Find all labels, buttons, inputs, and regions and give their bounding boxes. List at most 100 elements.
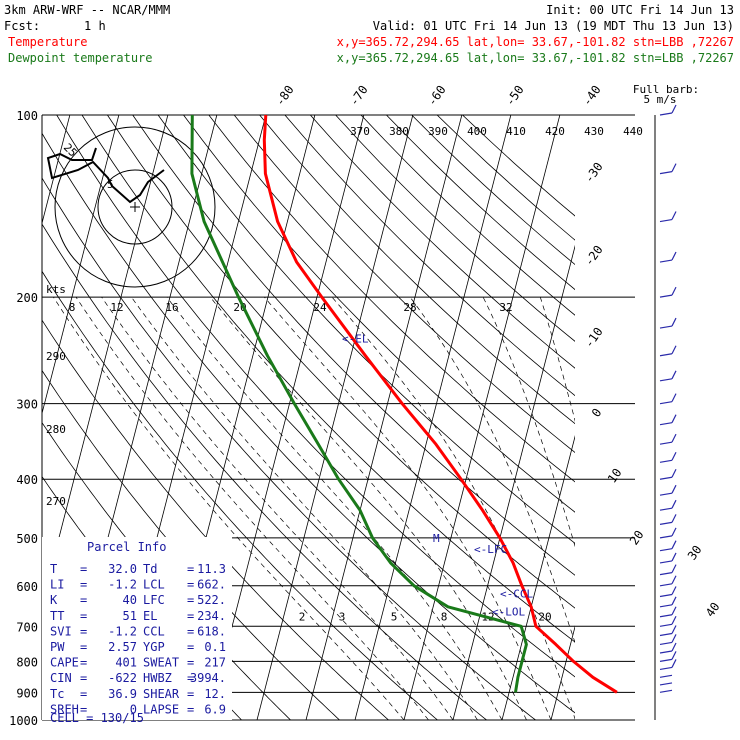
parcel-value: 662. bbox=[197, 578, 226, 592]
parcel-value: 40 bbox=[123, 593, 137, 607]
parcel-value: 11.3 bbox=[197, 562, 226, 576]
barb-title-1: Full barb: bbox=[633, 83, 699, 96]
hodograph-ring bbox=[54, 126, 216, 288]
hodograph-speed-label: 32 bbox=[499, 301, 512, 314]
parcel-equals: = bbox=[80, 671, 87, 685]
isobar-label: 700 bbox=[16, 620, 38, 634]
moist-adiabat bbox=[409, 296, 575, 644]
legend-temperature-location: x,y=365.72,294.65 lat,lon= 33.67,-101.82… bbox=[337, 35, 734, 49]
isotherm-label: 10 bbox=[605, 466, 625, 486]
wind-barb bbox=[659, 433, 677, 445]
wind-barb bbox=[659, 682, 673, 686]
mixing-ratio-label: 3 bbox=[339, 610, 346, 623]
isotherm-label: -70 bbox=[347, 83, 371, 109]
temperature-profile bbox=[262, 114, 618, 694]
parcel-equals: = bbox=[80, 656, 87, 670]
hodograph-speed-label: 8 bbox=[69, 301, 76, 314]
level-marker-label: <-EL bbox=[342, 332, 369, 345]
model-title: 3km ARW-WRF -- NCAR/MMM bbox=[4, 3, 170, 17]
wind-barb bbox=[659, 468, 677, 480]
wind-barb bbox=[659, 251, 677, 263]
level-markers: <-EL <-LFC <-CCL <-LOL M bbox=[342, 332, 533, 618]
isotherm-label: 0 bbox=[589, 406, 605, 420]
wind-barb bbox=[659, 575, 677, 587]
hodograph-ring-label: 5 bbox=[107, 178, 114, 191]
theta-label: 420 bbox=[545, 125, 565, 138]
isobar-label: 400 bbox=[16, 473, 38, 487]
dry-adiabat bbox=[284, 115, 575, 397]
dry-adiabat bbox=[360, 115, 575, 316]
parcel-label: Tc bbox=[50, 687, 64, 701]
marker-m: M bbox=[433, 532, 440, 545]
forecast-hour: 1 h bbox=[84, 19, 106, 33]
theta-label: 380 bbox=[389, 125, 409, 138]
legend-dewpoint-location: x,y=365.72,294.65 lat,lon= 33.67,-101.82… bbox=[337, 51, 734, 65]
isotherm-label: 40 bbox=[703, 600, 723, 620]
forecast-label: Fcst: bbox=[4, 19, 40, 33]
parcel-equals: = bbox=[80, 609, 87, 623]
parcel-label: HWBZ bbox=[143, 671, 172, 685]
dry-adiabat bbox=[42, 177, 536, 720]
parcel-equals: = bbox=[80, 578, 87, 592]
parcel-label: Td bbox=[143, 562, 157, 576]
wind-barbs bbox=[654, 104, 677, 720]
isotherm-line bbox=[649, 115, 740, 720]
parcel-value: -1.2 bbox=[108, 578, 137, 592]
parcel-label: SVI bbox=[50, 624, 72, 638]
parcel-label: LFC bbox=[143, 593, 165, 607]
dry-adiabat bbox=[42, 223, 487, 720]
parcel-value: 36.9 bbox=[108, 687, 137, 701]
parcel-label: LI bbox=[50, 578, 64, 592]
barb-title-2: 5 m/s bbox=[643, 93, 676, 106]
wind-barb bbox=[659, 625, 677, 637]
wind-barb bbox=[659, 499, 677, 511]
wind-barb bbox=[659, 651, 677, 662]
hodograph-speed-label: 12 bbox=[110, 301, 123, 314]
parcel-label: TT bbox=[50, 609, 64, 623]
isobar-label: 600 bbox=[16, 580, 38, 594]
hodograph-speed-label: 16 bbox=[165, 301, 178, 314]
isotherm-line bbox=[42, 115, 71, 225]
dry-adiabat bbox=[233, 115, 575, 453]
wind-barb bbox=[659, 514, 677, 525]
isotherm-line bbox=[256, 115, 414, 720]
isotherm-line bbox=[550, 625, 575, 720]
parcel-value: 217 bbox=[204, 656, 226, 670]
mixing-ratio-label: 20 bbox=[538, 610, 551, 623]
wind-barb bbox=[659, 642, 677, 654]
parcel-value: -622 bbox=[108, 671, 137, 685]
legend-dewpoint-name: Dewpoint temperature bbox=[8, 51, 153, 65]
parcel-equals: = bbox=[187, 671, 194, 685]
theta-label: 370 bbox=[350, 125, 370, 138]
isotherm-line bbox=[42, 115, 120, 415]
parcel-equals: = bbox=[187, 562, 194, 576]
isotherm-label: -10 bbox=[582, 325, 606, 351]
theta-label: 400 bbox=[467, 125, 487, 138]
parcel-value: 6.9 bbox=[204, 702, 226, 716]
isotherm-line bbox=[305, 115, 463, 720]
isotherm-line bbox=[600, 115, 740, 720]
dry-adiabat bbox=[436, 115, 575, 241]
parcel-label: SREH bbox=[50, 702, 79, 716]
wind-barb bbox=[659, 211, 677, 223]
theta-label: 430 bbox=[584, 125, 604, 138]
mixing-ratio-label: 5 bbox=[391, 610, 398, 623]
wind-barb bbox=[659, 689, 673, 693]
hodograph-trace bbox=[46, 147, 165, 204]
wind-barb bbox=[659, 286, 677, 298]
isotherm-line bbox=[452, 244, 575, 720]
parcel-value: -1.2 bbox=[108, 624, 137, 638]
parcel-equals: = bbox=[80, 593, 87, 607]
moist-adiabat bbox=[482, 296, 575, 548]
wind-barb bbox=[659, 634, 677, 646]
wind-barb bbox=[659, 345, 677, 357]
parcel-value: 51 bbox=[123, 609, 137, 623]
isotherm-label: 20 bbox=[627, 528, 647, 548]
parcel-value: 12. bbox=[204, 687, 226, 701]
parcel-value: 2.57 bbox=[108, 640, 137, 654]
dry-adiabat bbox=[132, 115, 575, 576]
isotherm-label: -20 bbox=[582, 243, 606, 269]
wind-barb bbox=[659, 552, 677, 564]
